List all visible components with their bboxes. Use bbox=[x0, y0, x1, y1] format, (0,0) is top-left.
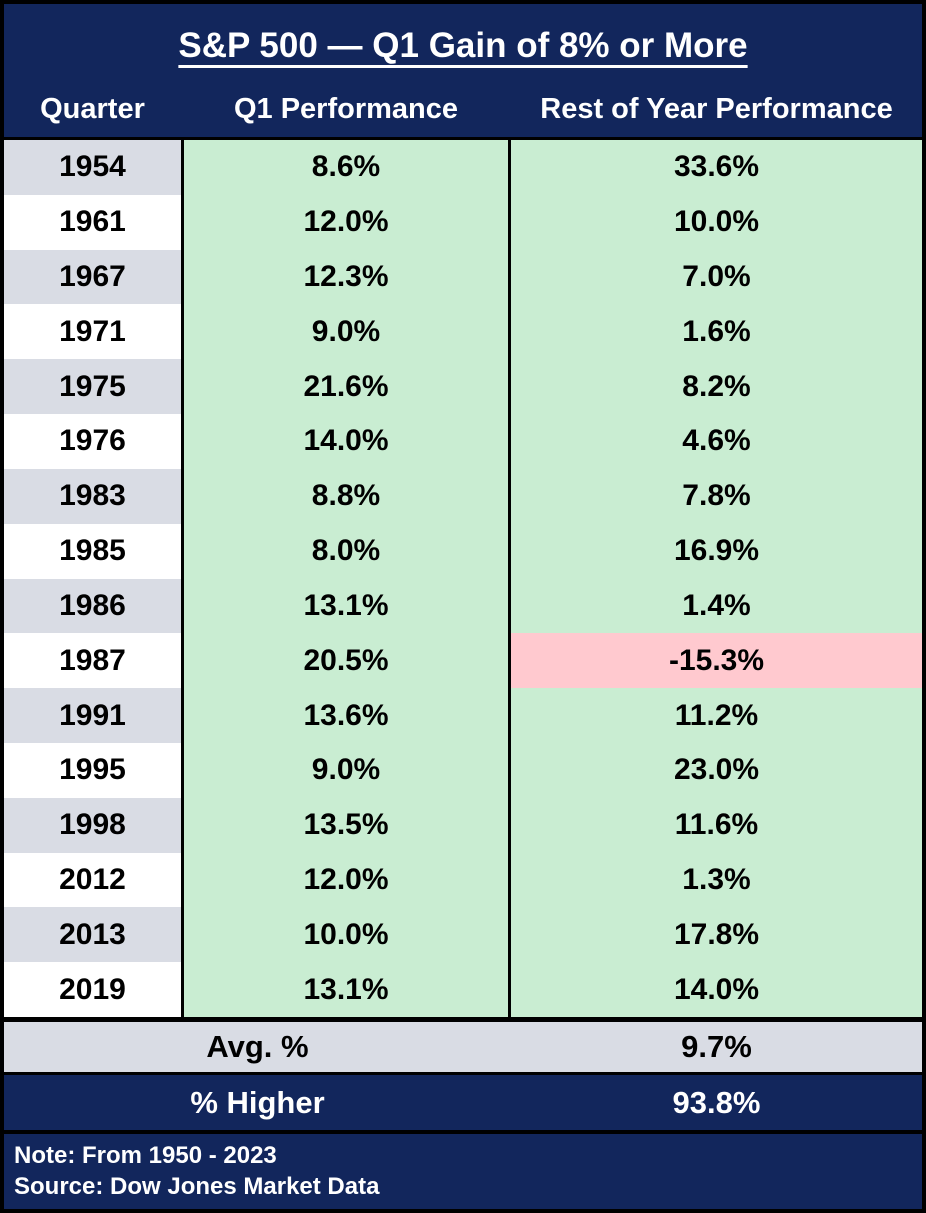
q1-performance-cell: 9.0% bbox=[181, 742, 511, 798]
rest-of-year-cell: 14.0% bbox=[511, 962, 922, 1017]
q1-performance-cell: 12.0% bbox=[181, 194, 511, 250]
table-row: 1975 21.6% 8.2% bbox=[4, 359, 922, 415]
year-cell: 2012 bbox=[4, 852, 181, 908]
table-body: 1954 8.6% 33.6% 1961 12.0% 10.0% 1967 12.3% 7.0%… bbox=[4, 137, 922, 1017]
table-row: 1995 9.0% 23.0% bbox=[4, 742, 922, 798]
year-cell: 1991 bbox=[4, 688, 181, 743]
table-row: 2012 12.0% 1.3% bbox=[4, 852, 922, 908]
table-row: 1986 13.1% 1.4% bbox=[4, 578, 922, 634]
q1-performance-cell: 13.5% bbox=[181, 797, 511, 853]
rest-of-year-cell: 1.4% bbox=[511, 578, 922, 634]
table-row: 1961 12.0% 10.0% bbox=[4, 194, 922, 250]
rest-of-year-cell: 11.6% bbox=[511, 797, 922, 853]
column-header-row: Quarter Q1 Performance Rest of Year Perf… bbox=[4, 87, 922, 137]
q1-performance-cell: 13.1% bbox=[181, 962, 511, 1017]
table-row: 2013 10.0% 17.8% bbox=[4, 907, 922, 963]
q1-performance-cell: 13.1% bbox=[181, 578, 511, 634]
year-cell: 1975 bbox=[4, 359, 181, 415]
table-row: 1991 13.6% 11.2% bbox=[4, 688, 922, 743]
average-label: Avg. % bbox=[206, 1029, 309, 1064]
table-row: 1954 8.6% 33.6% bbox=[4, 140, 922, 195]
year-cell: 1998 bbox=[4, 797, 181, 853]
year-cell: 1976 bbox=[4, 414, 181, 469]
percent-higher-label: % Higher bbox=[190, 1084, 325, 1120]
note-text: Note: From 1950 - 2023 bbox=[14, 1141, 277, 1169]
q1-performance-cell: 9.0% bbox=[181, 304, 511, 360]
rest-of-year-cell: 1.3% bbox=[511, 852, 922, 908]
year-cell: 1967 bbox=[4, 249, 181, 305]
year-cell: 1985 bbox=[4, 523, 181, 579]
table-row: 1987 20.5% -15.3% bbox=[4, 633, 922, 689]
year-cell: 1983 bbox=[4, 468, 181, 524]
table-row: 2019 13.1% 14.0% bbox=[4, 962, 922, 1017]
page-title: S&P 500 — Q1 Gain of 8% or More bbox=[178, 25, 748, 65]
q1-performance-cell: 12.3% bbox=[181, 249, 511, 305]
year-cell: 1986 bbox=[4, 578, 181, 634]
column-header-q1-performance: Q1 Performance bbox=[233, 92, 459, 125]
rest-of-year-cell: 4.6% bbox=[511, 414, 922, 469]
table-row: 1998 13.5% 11.6% bbox=[4, 797, 922, 853]
rest-of-year-cell: 16.9% bbox=[511, 523, 922, 579]
average-row: Avg. % 9.7% bbox=[4, 1017, 922, 1072]
year-cell: 1961 bbox=[4, 194, 181, 250]
source-text: Source: Dow Jones Market Data bbox=[14, 1173, 380, 1201]
rest-of-year-cell: 10.0% bbox=[511, 194, 922, 250]
table-row: 1985 8.0% 16.9% bbox=[4, 523, 922, 579]
rest-of-year-cell: 8.2% bbox=[511, 359, 922, 415]
q1-performance-cell: 8.8% bbox=[181, 468, 511, 524]
year-cell: 1954 bbox=[4, 140, 181, 195]
percent-higher-value: 93.8% bbox=[672, 1084, 761, 1120]
year-cell: 1971 bbox=[4, 304, 181, 360]
year-cell: 1995 bbox=[4, 742, 181, 798]
rest-of-year-cell: -15.3% bbox=[511, 633, 922, 689]
rest-of-year-cell: 11.2% bbox=[511, 688, 922, 743]
column-header-quarter: Quarter bbox=[40, 92, 145, 125]
q1-performance-cell: 12.0% bbox=[181, 852, 511, 908]
q1-performance-cell: 14.0% bbox=[181, 414, 511, 469]
table-row: 1967 12.3% 7.0% bbox=[4, 249, 922, 305]
rest-of-year-cell: 7.0% bbox=[511, 249, 922, 305]
average-value: 9.7% bbox=[681, 1029, 752, 1064]
year-cell: 2013 bbox=[4, 907, 181, 963]
table-row: 1971 9.0% 1.6% bbox=[4, 304, 922, 360]
year-cell: 1987 bbox=[4, 633, 181, 689]
column-header-rest-of-year: Rest of Year Performance bbox=[540, 92, 893, 125]
q1-performance-cell: 13.6% bbox=[181, 688, 511, 743]
q1-performance-cell: 10.0% bbox=[181, 907, 511, 963]
rest-of-year-cell: 7.8% bbox=[511, 468, 922, 524]
year-cell: 2019 bbox=[4, 962, 181, 1017]
footnotes: Note: From 1950 - 2023 Source: Dow Jones… bbox=[4, 1130, 922, 1209]
table-row: 1976 14.0% 4.6% bbox=[4, 414, 922, 469]
percent-higher-row: % Higher 93.8% bbox=[4, 1072, 922, 1130]
rest-of-year-cell: 33.6% bbox=[511, 140, 922, 195]
rest-of-year-cell: 23.0% bbox=[511, 742, 922, 798]
q1-performance-cell: 8.0% bbox=[181, 523, 511, 579]
rest-of-year-cell: 1.6% bbox=[511, 304, 922, 360]
rest-of-year-cell: 17.8% bbox=[511, 907, 922, 963]
q1-performance-cell: 8.6% bbox=[181, 140, 511, 195]
q1-performance-cell: 20.5% bbox=[181, 633, 511, 689]
title-band: S&P 500 — Q1 Gain of 8% or More bbox=[4, 4, 922, 87]
q1-performance-cell: 21.6% bbox=[181, 359, 511, 415]
table-row: 1983 8.8% 7.8% bbox=[4, 468, 922, 524]
